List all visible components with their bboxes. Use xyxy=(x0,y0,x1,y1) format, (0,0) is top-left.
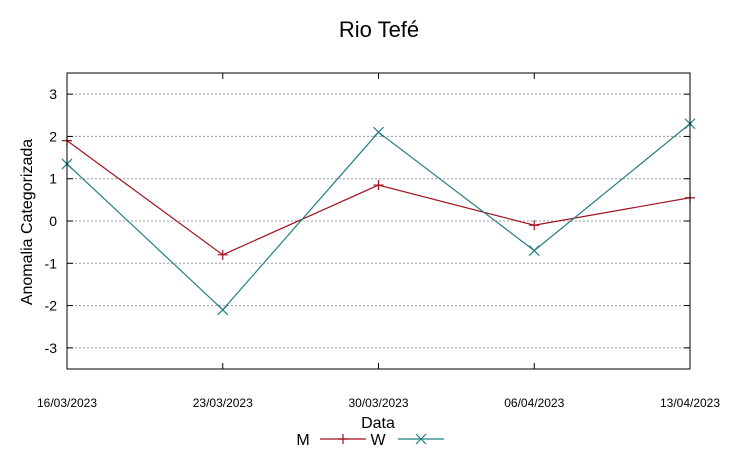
x-tick-label: 16/03/2023 xyxy=(37,396,97,410)
x-tick-label: 06/04/2023 xyxy=(504,396,564,410)
series-line xyxy=(66,123,691,311)
point-marker-x xyxy=(217,304,229,316)
y-tick-label: -1 xyxy=(45,255,58,271)
chart-title: Rio Tefé xyxy=(339,17,419,42)
x-axis-ticks: 16/03/2023 23/03/2023 30/03/2023 06/04/2023… xyxy=(37,73,720,410)
point-marker-plus xyxy=(373,180,384,191)
y-tick-label: 0 xyxy=(49,213,57,229)
x-axis-label: Data xyxy=(361,415,395,432)
point-marker-x xyxy=(415,433,427,445)
point-marker-x xyxy=(373,126,384,138)
series-layer xyxy=(61,118,696,316)
point-marker-plus xyxy=(529,220,540,231)
y-axis-ticks: -3 -2 -1 0 1 2 3 xyxy=(45,86,690,356)
y-tick-label: -2 xyxy=(45,298,58,314)
legend-label: M xyxy=(296,432,309,449)
point-marker-x xyxy=(528,245,540,257)
y-tick-label: 3 xyxy=(49,86,57,102)
legend-label: W xyxy=(370,432,386,449)
y-axis-label: Anomalia Categorizada xyxy=(19,139,36,305)
x-tick-label: 30/03/2023 xyxy=(348,396,408,410)
plot-frame xyxy=(66,72,691,370)
x-tick-label: 13/04/2023 xyxy=(660,396,720,410)
y-tick-label: -3 xyxy=(45,340,58,356)
series-line xyxy=(66,140,691,256)
series-w xyxy=(61,118,696,316)
point-marker-plus xyxy=(217,249,228,260)
y-tick-label: 2 xyxy=(49,128,57,144)
point-marker-plus xyxy=(338,434,348,444)
y-tick-label: 1 xyxy=(49,171,57,187)
x-tick-label: 23/03/2023 xyxy=(193,396,253,410)
